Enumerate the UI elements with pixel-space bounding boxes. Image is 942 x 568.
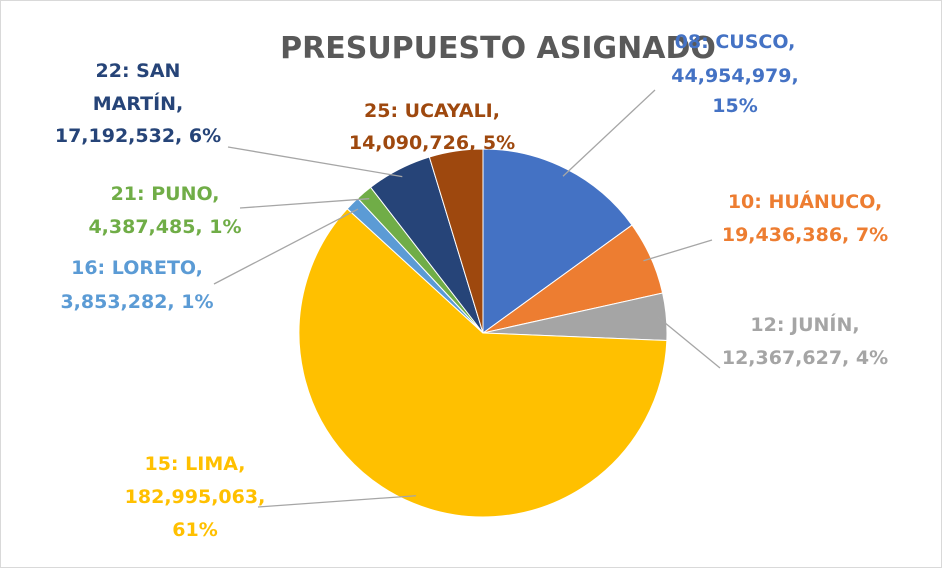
data-label: 10: HUÁNUCO, 19,436,386, 7%	[722, 190, 888, 246]
leader-line	[562, 89, 656, 177]
leader-line	[239, 198, 370, 209]
leader-line	[657, 316, 721, 369]
pie-slice	[482, 148, 633, 334]
leader-line	[643, 239, 713, 262]
data-label: 16: LORETO, 3,853,282, 1%	[60, 257, 213, 313]
data-label: 08: CUSCO, 44,954,979, 15%	[671, 31, 798, 117]
pie-slice	[298, 208, 668, 518]
data-label: 25: UCAYALI, 14,090,726, 5%	[349, 100, 515, 154]
pie-slice	[428, 148, 484, 334]
leader-line	[227, 146, 403, 178]
data-label: 12: JUNÍN, 12,367,627, 4%	[722, 313, 888, 369]
leader-line	[257, 495, 416, 508]
data-label: 22: SAN MARTÍN, 17,192,532, 6%	[55, 60, 221, 147]
leader-line	[213, 208, 359, 285]
chart-title: PRESUPUESTO ASIGNADO	[280, 31, 716, 66]
data-label: 21: PUNO, 4,387,485, 1%	[88, 183, 241, 238]
data-label: 15: LIMA, 182,995,063, 61%	[125, 453, 266, 541]
